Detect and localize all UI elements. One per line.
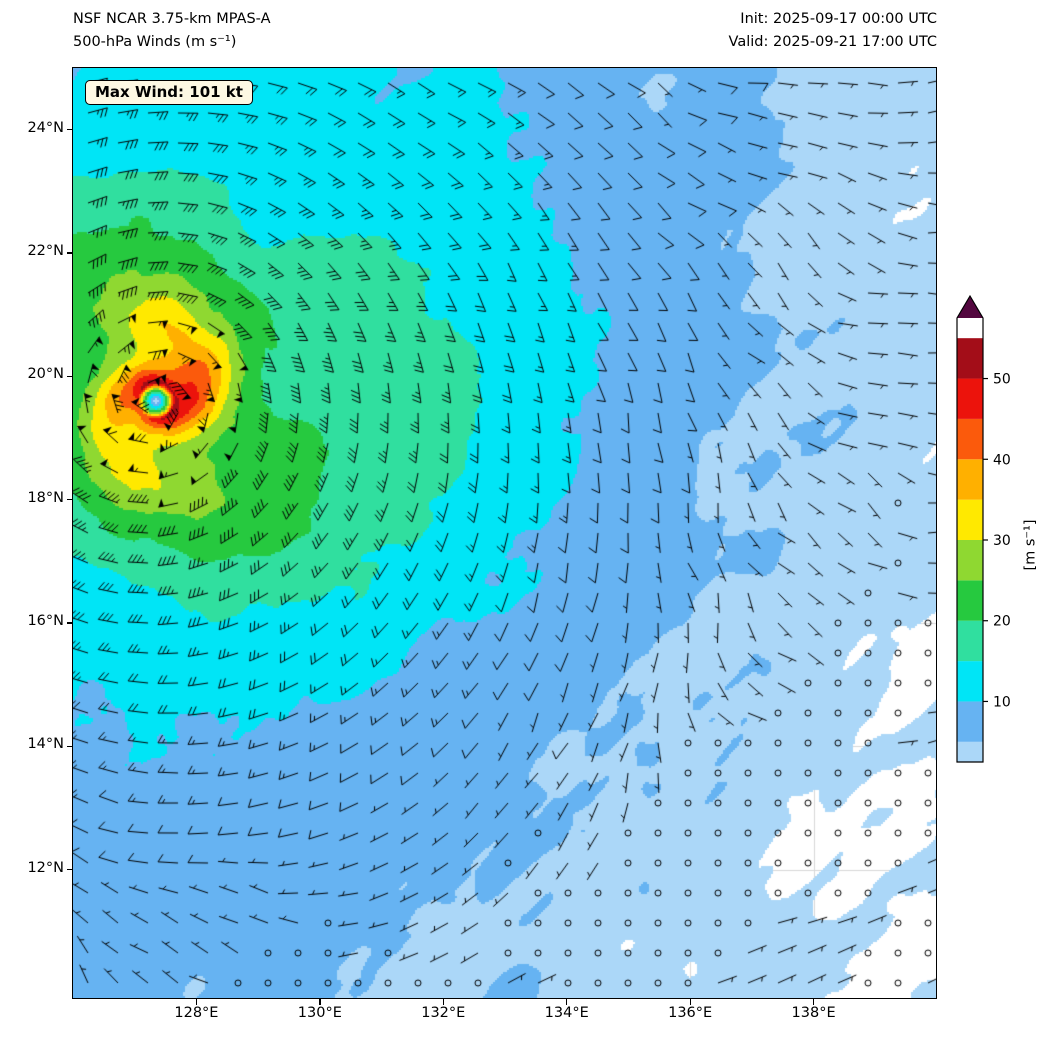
y-axis-tick-label: 18°N (27, 489, 64, 506)
plot-title: NSF NCAR 3.75-km MPAS-A 500-hPa Winds (m… (73, 8, 271, 54)
colorbar-segment (957, 620, 983, 662)
x-axis-tick-label: 132°E (421, 1005, 466, 1021)
y-axis-tick-label: 14°N (27, 736, 64, 753)
colorbar-segment (957, 499, 983, 540)
x-axis-tick (319, 999, 321, 1005)
colorbar-segment (957, 338, 983, 379)
y-axis-tick-label: 22°N (27, 242, 64, 259)
x-axis-tick (442, 999, 444, 1005)
colorbar-segment (957, 701, 983, 742)
init-time-label: Init: 2025-09-17 00:00 UTC (740, 11, 937, 27)
colorbar-segment (957, 418, 983, 460)
y-axis-tick (67, 129, 73, 131)
x-axis-tick-label: 136°E (668, 1005, 713, 1021)
y-axis-tick-label: 20°N (27, 366, 64, 383)
wind-map-canvas (73, 68, 937, 999)
colorbar-tick-label: 30 (993, 533, 1011, 549)
colorbar-tick-label: 40 (993, 452, 1011, 468)
colorbar-label-wrap: [m s⁻¹] (1016, 425, 1046, 665)
x-axis-tick (689, 999, 691, 1005)
colorbar-tick-label: 10 (993, 694, 1011, 710)
colorbar-segment (957, 459, 983, 500)
colorbar-tick-label: 20 (993, 614, 1011, 630)
x-axis-tick (195, 999, 198, 1005)
x-axis-tick-label: 134°E (544, 1005, 589, 1021)
x-axis-tick (812, 999, 815, 1005)
colorbar-segment (957, 580, 983, 621)
y-axis-tick (67, 745, 73, 747)
x-axis-tick (566, 999, 568, 1005)
y-axis-tick-label: 12°N (27, 859, 64, 876)
title-line-1: NSF NCAR 3.75-km MPAS-A (73, 11, 271, 27)
y-axis-tick (67, 252, 73, 254)
colorbar-segment (957, 661, 983, 702)
colorbar-units-label: [m s⁻¹] (1023, 519, 1040, 571)
y-axis-tick (67, 375, 73, 377)
colorbar-segment (957, 540, 983, 581)
y-axis-tick (67, 868, 73, 871)
y-axis-tick (67, 498, 73, 501)
colorbar-segment (957, 378, 983, 419)
max-wind-annotation: Max Wind: 101 kt (85, 80, 253, 105)
x-axis-tick-label: 128°E (174, 1005, 219, 1021)
colorbar-over-arrow (957, 296, 983, 318)
colorbar: 10 20 30 40 50 (956, 294, 1011, 763)
colorbar-segment (957, 741, 983, 762)
title-line-2: 500-hPa Winds (m s⁻¹) (73, 34, 237, 50)
x-axis-tick-label: 138°E (791, 1005, 836, 1021)
y-axis-tick-label: 24°N (27, 119, 64, 136)
y-axis-tick-label: 16°N (27, 612, 64, 629)
y-axis-tick (67, 622, 73, 624)
x-axis-tick-label: 130°E (297, 1005, 342, 1021)
valid-time-label: Valid: 2025-09-21 17:00 UTC (728, 34, 937, 50)
colorbar-tick-label: 50 (993, 372, 1011, 388)
run-time-labels: Init: 2025-09-17 00:00 UTC Valid: 2025-0… (729, 8, 937, 54)
